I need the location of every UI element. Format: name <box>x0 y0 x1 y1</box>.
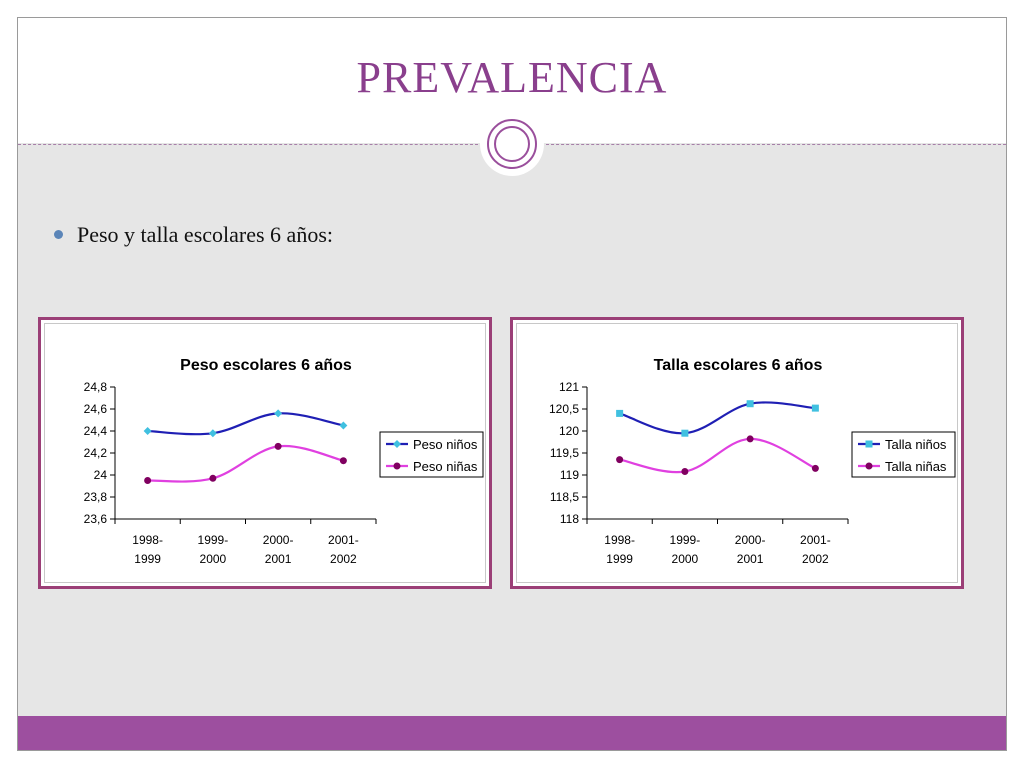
y-tick-label: 23,8 <box>84 490 108 504</box>
data-point <box>144 477 152 484</box>
outer-ring <box>487 119 537 169</box>
legend-box <box>379 431 484 478</box>
legend-marker <box>393 462 401 470</box>
circle-ornament-icon <box>480 112 544 176</box>
x-tick-label: 2000 <box>672 552 699 566</box>
y-tick-label: 24 <box>94 468 108 482</box>
divider-left <box>18 144 478 145</box>
data-point <box>811 464 819 472</box>
slide-frame: PREVALENCIA Peso y talla escolares 6 año… <box>17 17 1007 751</box>
chart-title: Talla escolares 6 años <box>654 357 823 374</box>
series-line <box>619 437 816 474</box>
x-tick-label: 2000 <box>200 552 227 566</box>
series-line <box>619 401 816 435</box>
bullet-dot-icon <box>54 230 63 240</box>
x-tick-label: 1999- <box>198 533 229 547</box>
y-tick-label: 121 <box>559 380 579 394</box>
data-point <box>746 435 754 443</box>
x-tick-label: 2000- <box>263 533 294 547</box>
legend: Talla niños Talla niñas <box>851 431 956 478</box>
y-tick-label: 118 <box>560 512 579 526</box>
data-point <box>681 429 689 437</box>
y-tick-label: 24,2 <box>84 446 108 460</box>
x-tick-label: 1999 <box>606 552 633 566</box>
y-tick-label: 119 <box>560 468 579 482</box>
x-tick-label: 2001- <box>328 533 359 547</box>
legend: Peso niños Peso niñas <box>379 431 484 478</box>
data-point <box>339 457 347 465</box>
peso-chart: Peso escolares 6 años 23,6 23,8 24 24,2 24,4 2… <box>38 317 492 589</box>
y-tick-label: 118,5 <box>550 490 579 504</box>
data-point <box>209 474 217 482</box>
data-point <box>811 404 819 412</box>
y-tick-label: 120 <box>559 424 579 438</box>
data-point <box>616 456 624 464</box>
y-tick-label: 23,6 <box>84 512 108 526</box>
data-point <box>274 409 283 418</box>
x-tick-label: 2002 <box>330 552 357 566</box>
series-line <box>147 412 344 436</box>
legend-label: Talla niñas <box>885 459 947 474</box>
series-line <box>147 444 344 483</box>
y-tick-label: 119,5 <box>550 446 579 460</box>
slide-title: PREVALENCIA <box>356 53 668 102</box>
divider-right <box>546 144 1006 145</box>
x-tick-label: 2000- <box>735 533 766 547</box>
x-tick-label: 1998- <box>132 533 163 547</box>
x-tick-label: 2001 <box>737 552 764 566</box>
y-tick-label: 24,8 <box>84 380 108 394</box>
talla-chart: Talla escolares 6 años 118 118,5 119 119,5 12… <box>510 317 964 589</box>
y-tick-label: 24,4 <box>84 424 108 438</box>
x-tick-label: 1999- <box>670 533 701 547</box>
data-point <box>143 427 152 435</box>
chart-inner-border <box>44 323 486 583</box>
peso-chart-svg: Peso escolares 6 años 23,6 23,8 24 24,2 24,4 2… <box>84 357 484 566</box>
x-tick-label: 2001 <box>265 552 292 566</box>
chart-inner-border <box>516 323 958 583</box>
legend-marker <box>393 440 401 448</box>
legend-marker <box>865 440 873 448</box>
x-tick-label: 2001- <box>800 533 831 547</box>
data-point <box>208 429 217 438</box>
y-tick-label: 120,5 <box>549 402 579 416</box>
bottom-bar <box>18 716 1006 750</box>
data-point <box>616 409 624 417</box>
data-point <box>681 467 689 475</box>
legend-label: Peso niñas <box>413 459 478 474</box>
legend-label: Talla niños <box>885 437 947 452</box>
inner-ring <box>494 126 530 162</box>
legend-marker <box>865 462 873 470</box>
y-tick-label: 24,6 <box>84 402 108 416</box>
data-point <box>339 421 348 430</box>
data-point <box>746 400 754 408</box>
chart-title: Peso escolares 6 años <box>180 357 352 374</box>
x-tick-label: 1998- <box>604 533 635 547</box>
legend-label: Peso niños <box>413 437 478 452</box>
legend-box <box>851 431 956 478</box>
x-tick-label: 1999 <box>134 552 161 566</box>
talla-chart-svg: Talla escolares 6 años 118 118,5 119 119,5 12… <box>549 357 956 566</box>
x-tick-label: 2002 <box>802 552 829 566</box>
bullet-item: Peso y talla escolares 6 años: <box>54 222 333 248</box>
data-point <box>274 442 282 450</box>
bullet-text: Peso y talla escolares 6 años: <box>77 222 333 247</box>
